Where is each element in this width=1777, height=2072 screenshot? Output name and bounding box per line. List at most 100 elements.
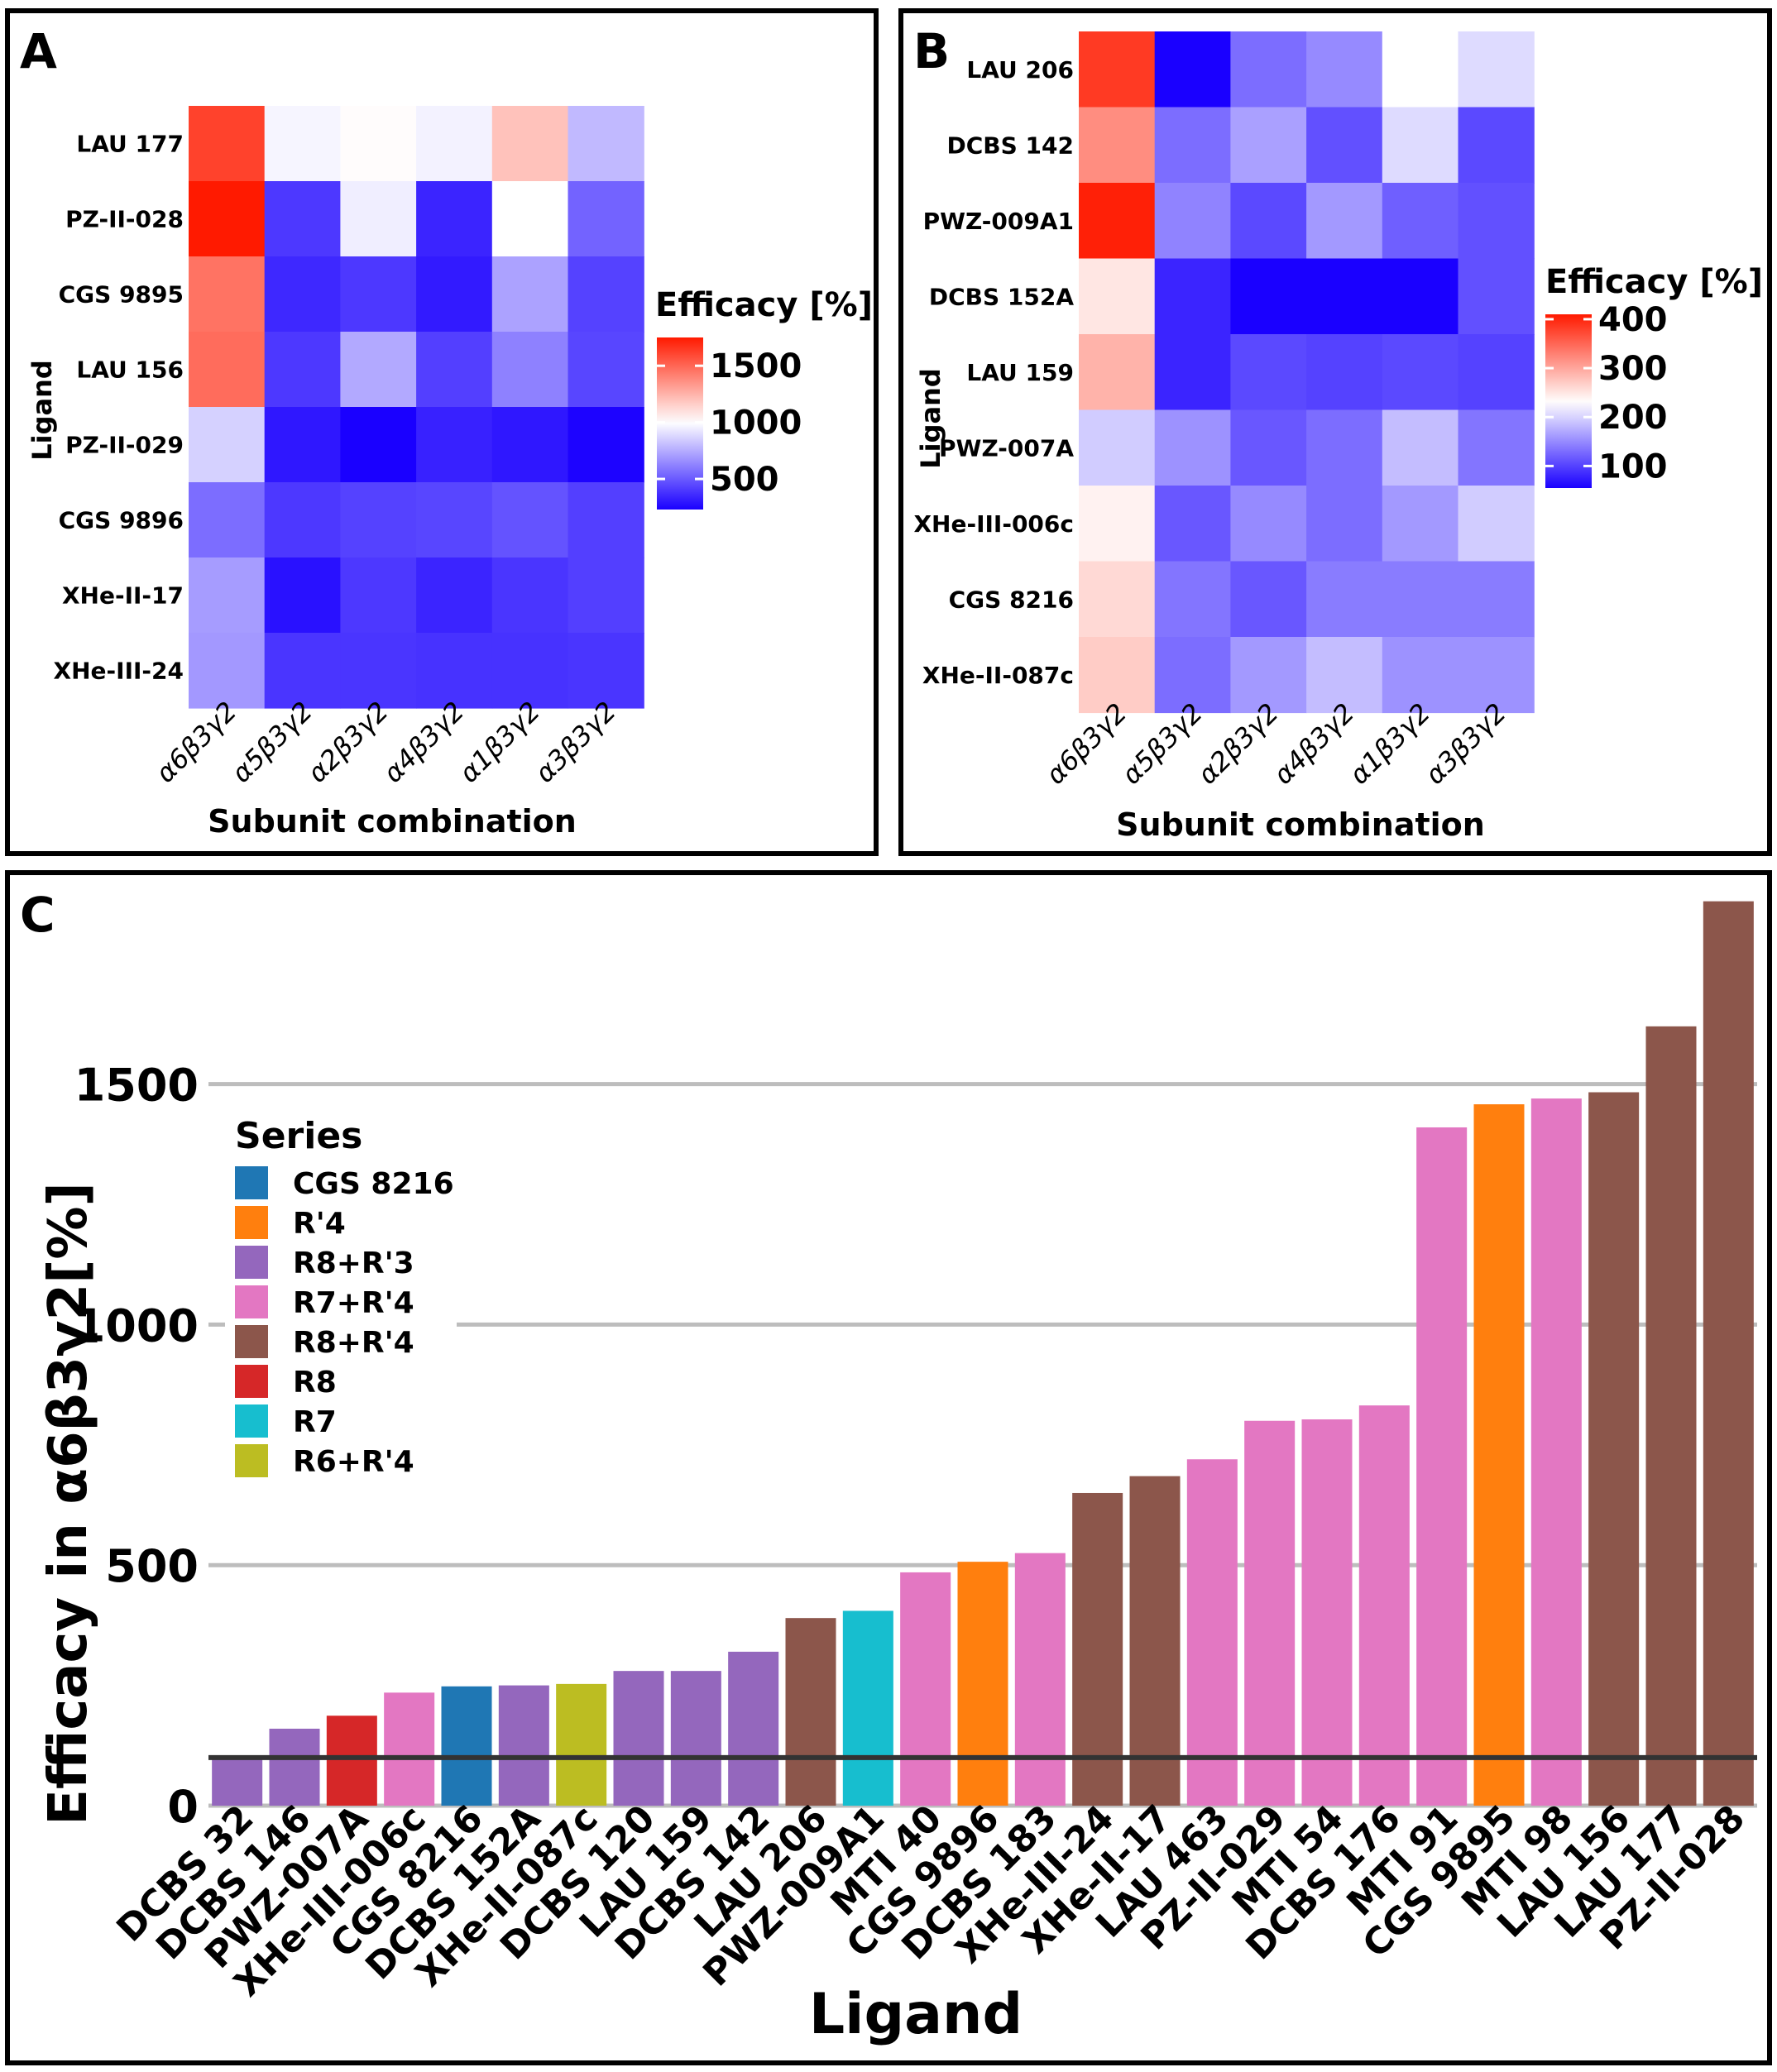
heatmap-row-label: LAU 177 [76, 131, 184, 158]
bar [269, 1728, 320, 1806]
heatmap-cell [1458, 334, 1535, 411]
heatmap-a: A LAU 177 PZ-II-028 CGS 9895 LAU 156 PZ-II-0… [20, 23, 873, 840]
legend-swatch [235, 1206, 268, 1239]
heatmap-cell [1306, 637, 1383, 714]
heatmap-cell [264, 482, 341, 558]
heatmap-cell [416, 332, 493, 408]
heatmap-b-legend-title: Efficacy [%] [1545, 263, 1763, 301]
heatmap-cell [1154, 334, 1231, 411]
heatmap-cell [491, 181, 569, 257]
heatmap-cell [189, 633, 266, 709]
heatmap-row-label: DCBS 152A [929, 283, 1074, 310]
heatmap-row-label: DCBS 142 [947, 132, 1075, 159]
heatmap-row-label: PZ-II-028 [65, 206, 184, 233]
bar [842, 1610, 893, 1806]
heatmap-cell [1382, 561, 1459, 638]
heatmap-cell [264, 256, 341, 333]
legend-label: CGS 8216 [293, 1167, 454, 1201]
heatmap-cell [1154, 486, 1231, 562]
y-tick-label: 0 [167, 1781, 199, 1833]
heatmap-cell [1458, 409, 1535, 486]
colorbar-tick-label: 100 [1598, 447, 1668, 486]
heatmap-row-label: XHe-II-087c [922, 662, 1074, 689]
heatmap-cell [1382, 258, 1459, 335]
bar [1473, 1104, 1525, 1806]
heatmap-cell [491, 106, 569, 182]
heatmap-col-label: α1β3γ2 [453, 696, 547, 789]
legend-label: R'4 [293, 1207, 346, 1241]
legend-swatch [235, 1285, 268, 1318]
heatmap-cell [189, 106, 266, 182]
heatmap-cell [189, 332, 266, 408]
legend-label: R8+R'3 [293, 1247, 414, 1280]
heatmap-cell [189, 557, 266, 634]
heatmap-cell [189, 181, 266, 257]
heatmap-cell [491, 557, 569, 634]
heatmap-cell [491, 407, 569, 483]
heatmap-b-ylabel: Ligand [915, 368, 946, 469]
heatmap-row-label: LAU 156 [76, 356, 184, 384]
heatmap-cell [1306, 561, 1383, 638]
bar [785, 1618, 836, 1806]
bar [556, 1683, 607, 1806]
heatmap-cell [568, 181, 644, 257]
colorbar-tick-label: 200 [1598, 399, 1668, 437]
bar [498, 1685, 549, 1806]
heatmap-cell [1306, 31, 1383, 108]
heatmap-cell [568, 256, 644, 333]
panel-a-frame: A LAU 177 PZ-II-028 CGS 9895 LAU 156 PZ-II-0… [5, 8, 879, 856]
heatmap-cell [1458, 637, 1535, 714]
colorbar-tick-label: 1500 [710, 347, 802, 385]
heatmap-row-label: XHe-III-006c [913, 510, 1074, 538]
heatmap-cell [1458, 486, 1535, 562]
heatmap-row-label: PZ-II-029 [65, 432, 184, 459]
heatmap-cell [1306, 486, 1383, 562]
heatmap-b-colorbar [1545, 314, 1592, 488]
heatmap-a-legend-title: Efficacy [%] [655, 286, 873, 324]
colorbar-tick-label: 500 [710, 461, 779, 499]
legend-label: R8+R'4 [293, 1326, 414, 1360]
bar [326, 1716, 377, 1806]
heatmap-cell [340, 557, 417, 634]
heatmap-a-xlabel: Subunit combination [208, 803, 577, 840]
heatmap-cell [1230, 107, 1307, 184]
heatmap-cell [189, 256, 266, 333]
bar [1072, 1492, 1123, 1806]
legend-title: Series [235, 1115, 362, 1157]
legend-label: R6+R'4 [293, 1445, 414, 1479]
heatmap-cell [1458, 31, 1535, 108]
heatmap-cell [568, 557, 644, 634]
heatmap-cell [1382, 486, 1459, 562]
heatmap-cell [1230, 561, 1307, 638]
heatmap-cell [568, 106, 644, 182]
panel-a-label: A [20, 23, 57, 79]
heatmap-cell [1306, 183, 1383, 260]
heatmap-cell [264, 332, 341, 408]
legend-swatch [235, 1325, 268, 1358]
heatmap-cell [1079, 31, 1156, 108]
heatmap-b: B LAU 206 DCBS 142 PWZ-009A1 DCBS 152A LAU 1… [913, 23, 1763, 843]
heatmap-cell [1154, 561, 1231, 638]
bar [613, 1671, 664, 1806]
heatmap-cell [1230, 31, 1307, 108]
heatmap-cell [1079, 486, 1156, 562]
y-tick-label: 500 [105, 1540, 199, 1592]
heatmap-cell [1382, 334, 1459, 411]
panel-c-frame: C 0 500 1000 1500 DCBS 32 DCBS 146 PWZ-007A XH… [5, 870, 1772, 2065]
heatmap-cell [416, 407, 493, 483]
heatmap-cell [416, 256, 493, 333]
legend-swatch [235, 1246, 268, 1279]
bar [670, 1671, 721, 1806]
bar [1530, 1098, 1582, 1806]
heatmap-row-label: XHe-II-17 [62, 582, 184, 610]
panel-b-frame: B LAU 206 DCBS 142 PWZ-009A1 DCBS 152A LAU 1… [898, 8, 1772, 856]
heatmap-cell [1382, 31, 1459, 108]
bar [1244, 1420, 1296, 1806]
heatmap-cell [1382, 183, 1459, 260]
panel-c-label: C [20, 887, 55, 943]
heatmap-cell [568, 482, 644, 558]
heatmap-cell [1154, 637, 1231, 714]
heatmap-col-label: α2β3γ2 [301, 696, 395, 789]
legend-swatch [235, 1444, 268, 1477]
heatmap-cell [416, 633, 493, 709]
